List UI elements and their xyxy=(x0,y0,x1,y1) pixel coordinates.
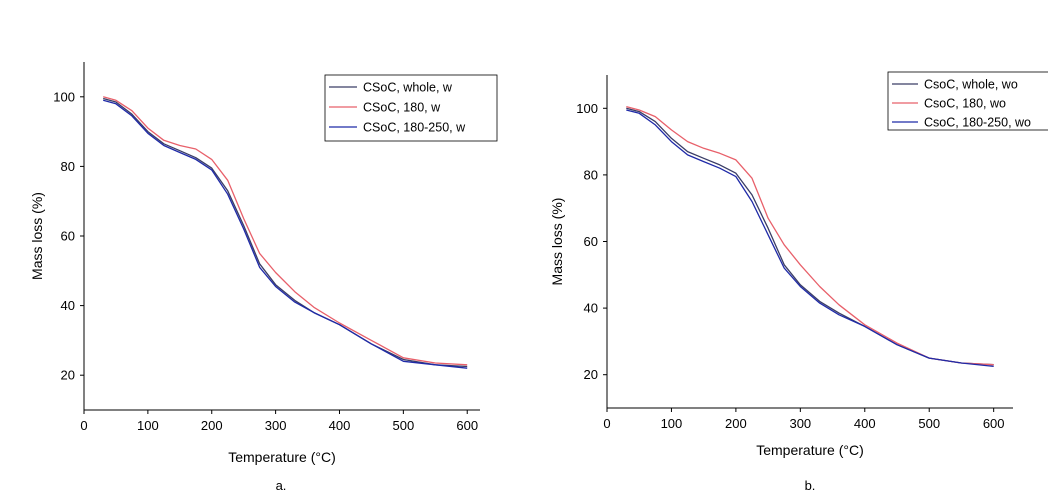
series-line-3 xyxy=(626,109,994,368)
y-axis-label: Mass loss (%) xyxy=(29,192,45,280)
y-tick-label: 40 xyxy=(584,301,598,316)
x-tick-label: 300 xyxy=(265,418,287,433)
legend-entry-label: CSoC, 180, w xyxy=(363,101,441,115)
legend-box xyxy=(887,71,1048,131)
panel-label: b. xyxy=(805,478,816,493)
panel-label: a. xyxy=(276,478,287,493)
x-tick-label: 500 xyxy=(393,418,415,433)
x-tick-label: 600 xyxy=(456,418,478,433)
y-tick-label: 20 xyxy=(61,368,75,383)
x-tick-label: 400 xyxy=(329,418,351,433)
series-line-2 xyxy=(103,96,468,366)
x-tick-label: 200 xyxy=(725,416,747,431)
legend: CSoC, whole, w CSoC, 180, w CSoC, 180-250,… xyxy=(324,74,498,142)
legend-entry-label: CsoC, 180, wo xyxy=(924,97,1006,111)
y-tick-label: 100 xyxy=(53,89,75,104)
x-tick-label: 0 xyxy=(603,416,610,431)
y-tick-label: 20 xyxy=(584,367,598,382)
legend-entry-label: CSoC, 180-250, w xyxy=(363,121,466,135)
x-axis-label: Temperature (°C) xyxy=(756,442,864,458)
legend-box xyxy=(324,74,498,142)
legend-entry-label: CsoC, whole, wo xyxy=(924,78,1018,92)
x-tick-label: 400 xyxy=(854,416,876,431)
chart-panel-b: 0 100 200 300 400 500 600 20 40 60 80 100 Temperatur… xyxy=(549,71,1048,493)
series-line-3 xyxy=(103,99,468,369)
y-tick-label: 100 xyxy=(576,101,598,116)
series-line-1 xyxy=(626,107,994,366)
y-tick-label: 60 xyxy=(584,234,598,249)
legend: CsoC, whole, wo CsoC, 180, wo CsoC, 180-25… xyxy=(887,71,1048,131)
y-tick-label: 80 xyxy=(61,159,75,174)
series-line-2 xyxy=(626,105,994,366)
x-tick-label: 200 xyxy=(201,418,223,433)
chart-panel-a: 0 100 200 300 400 500 600 20 40 60 80 100 Temperatur… xyxy=(29,62,498,493)
x-tick-label: 300 xyxy=(789,416,811,431)
legend-entry-label: CsoC, 180-250, wo xyxy=(924,116,1031,130)
x-axis-label: Temperature (°C) xyxy=(228,449,336,465)
legend-entry-label: CSoC, whole, w xyxy=(363,81,453,95)
x-tick-label: 600 xyxy=(983,416,1005,431)
y-axis-label: Mass loss (%) xyxy=(549,198,565,286)
x-tick-label: 0 xyxy=(80,418,87,433)
y-tick-label: 80 xyxy=(584,167,598,182)
y-tick-label: 40 xyxy=(61,298,75,313)
x-tick-label: 500 xyxy=(918,416,940,431)
x-tick-label: 100 xyxy=(137,418,159,433)
y-tick-label: 60 xyxy=(61,229,75,244)
x-tick-label: 100 xyxy=(661,416,683,431)
